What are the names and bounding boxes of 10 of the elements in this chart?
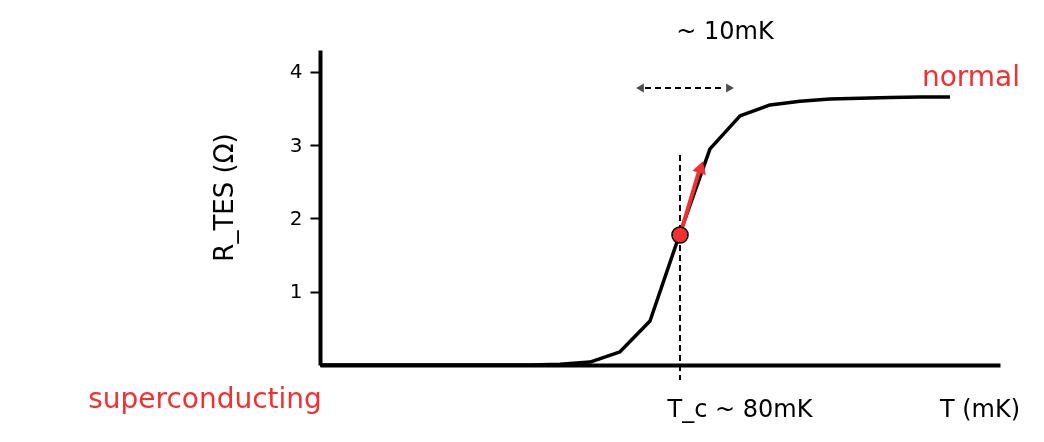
text: T_c ~ 80mK — [666, 395, 814, 423]
text: ~ 10mK — [676, 17, 775, 45]
annotation: normal — [921, 60, 1020, 93]
y-tick-label: 3 — [289, 132, 303, 157]
x-axis-title: T (mK) — [938, 395, 1021, 423]
y-tick-label: 4 — [289, 59, 303, 84]
y-tick-label: 1 — [289, 279, 303, 304]
y-tick-label: 2 — [289, 205, 303, 230]
text: superconducting — [88, 382, 322, 415]
y-axis-title: R_TES (Ω) — [209, 133, 239, 262]
